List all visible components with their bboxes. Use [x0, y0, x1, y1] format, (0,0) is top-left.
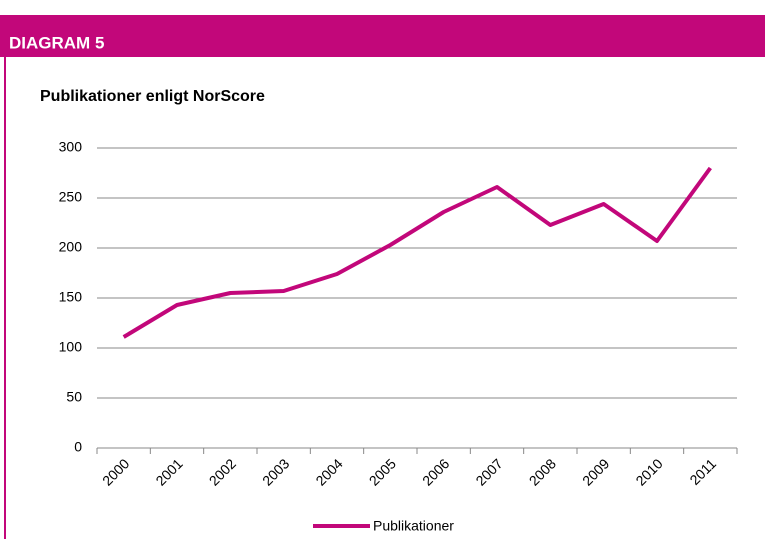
- y-tick-label: 150: [59, 289, 83, 305]
- legend-label: Publikationer: [373, 518, 454, 534]
- x-tick-label: 2011: [686, 455, 719, 488]
- x-tick-label: 2000: [99, 455, 132, 488]
- y-tick-label: 200: [59, 239, 83, 255]
- x-tick-label: 2010: [632, 455, 665, 488]
- header-title: DIAGRAM 5: [9, 33, 104, 52]
- y-tick-label: 100: [59, 339, 83, 355]
- header-bar: [0, 15, 765, 57]
- y-tick-label: 250: [59, 189, 83, 205]
- frame-border: [4, 57, 6, 539]
- y-tick-label: 300: [59, 139, 83, 155]
- y-tick-label: 50: [66, 389, 82, 405]
- chart-title: Publikationer enligt NorScore: [40, 88, 265, 105]
- x-tick-label: 2002: [206, 455, 239, 488]
- x-tick-label: 2008: [526, 455, 559, 488]
- x-tick-label: 2001: [152, 455, 185, 488]
- x-tick-label: 2005: [366, 455, 399, 488]
- x-tick-label: 2006: [419, 455, 452, 488]
- x-tick-label: 2004: [312, 455, 345, 488]
- x-tick-label: 2009: [579, 455, 612, 488]
- x-tick-label: 2003: [259, 455, 292, 488]
- x-tick-label: 2007: [472, 455, 505, 488]
- y-tick-label: 0: [74, 439, 82, 455]
- line-series: [122, 166, 712, 339]
